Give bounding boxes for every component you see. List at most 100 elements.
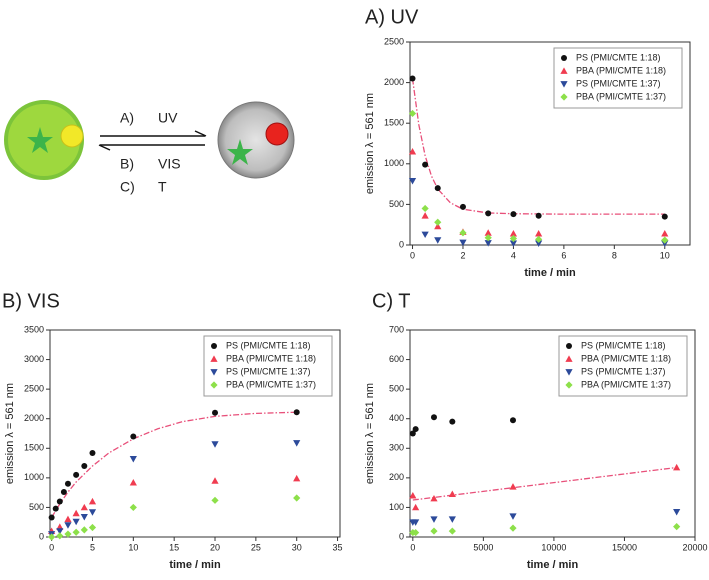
marker bbox=[80, 526, 88, 534]
y-tick-label: 1000 bbox=[384, 158, 404, 168]
marker bbox=[56, 532, 64, 540]
x-tick-label: 10000 bbox=[541, 542, 566, 552]
legend-label: PBA (PMI/CMTE 1:18) bbox=[576, 65, 666, 75]
marker bbox=[293, 474, 301, 482]
marker bbox=[484, 234, 492, 242]
marker bbox=[535, 212, 542, 219]
x-tick-label: 0 bbox=[410, 542, 415, 552]
step: A) bbox=[120, 110, 134, 126]
marker bbox=[509, 524, 517, 532]
marker bbox=[88, 497, 97, 505]
legend-box bbox=[203, 335, 333, 397]
marker bbox=[72, 518, 80, 526]
marker bbox=[430, 414, 437, 421]
schematic: A) UV B) VIS C) T bbox=[4, 100, 295, 195]
marker bbox=[430, 494, 438, 502]
chart-title: A) UV bbox=[365, 6, 419, 28]
legend-box bbox=[558, 335, 688, 397]
marker bbox=[88, 509, 97, 516]
marker bbox=[434, 218, 442, 226]
legend-label: PS (PMI/CMTE 1:18) bbox=[576, 52, 661, 62]
y-tick-label: 500 bbox=[29, 502, 44, 512]
marker bbox=[72, 528, 80, 536]
marker bbox=[421, 212, 429, 219]
dye-red bbox=[265, 122, 289, 146]
marker bbox=[408, 148, 417, 155]
legend-marker bbox=[210, 381, 218, 389]
legend-marker bbox=[560, 81, 568, 88]
y-axis-label: emission λ = 561 nm bbox=[364, 93, 376, 194]
marker bbox=[509, 240, 518, 247]
marker bbox=[422, 161, 429, 168]
legend-label: PS (PMI/CMTE 1:37) bbox=[581, 366, 666, 376]
y-tick-label: 2000 bbox=[384, 77, 404, 87]
marker bbox=[81, 463, 88, 470]
marker bbox=[448, 516, 456, 523]
y-tick-label: 2500 bbox=[24, 384, 44, 394]
x-tick-label: 5000 bbox=[473, 542, 493, 552]
legend-marker bbox=[560, 93, 568, 101]
x-axis-label: time / min bbox=[169, 559, 221, 571]
y-axis-label: emission λ = 561 nm bbox=[364, 383, 376, 484]
legend-label: PBA (PMI/CMTE 1:37) bbox=[576, 91, 666, 101]
marker bbox=[212, 409, 219, 416]
y-axis-label: emission λ = 561 nm bbox=[4, 383, 16, 484]
y-tick-label: 1500 bbox=[24, 443, 44, 453]
x-axis-label: time / min bbox=[524, 267, 576, 279]
fit-line bbox=[51, 411, 297, 518]
marker bbox=[293, 440, 301, 447]
marker bbox=[485, 210, 492, 217]
legend-label: PS (PMI/CMTE 1:37) bbox=[226, 366, 311, 376]
marker bbox=[211, 496, 219, 504]
marker bbox=[509, 483, 517, 490]
y-tick-label: 100 bbox=[389, 502, 404, 512]
marker bbox=[449, 418, 456, 425]
marker bbox=[64, 515, 72, 523]
marker bbox=[48, 514, 55, 521]
marker bbox=[211, 441, 219, 448]
marker bbox=[56, 498, 63, 505]
plot-frame bbox=[409, 41, 691, 246]
x-tick-label: 8 bbox=[612, 250, 617, 260]
marker bbox=[80, 514, 88, 521]
marker bbox=[673, 463, 681, 471]
marker bbox=[459, 239, 467, 247]
marker bbox=[412, 426, 419, 433]
y-tick-label: 0 bbox=[399, 239, 404, 249]
marker bbox=[409, 75, 416, 82]
marker bbox=[509, 230, 518, 237]
legend-box bbox=[553, 47, 683, 109]
fit-line bbox=[411, 78, 665, 215]
marker bbox=[412, 519, 420, 526]
stimulus: T bbox=[158, 179, 167, 195]
y-tick-label: 0 bbox=[399, 531, 404, 541]
y-tick-label: 0 bbox=[39, 531, 44, 541]
marker bbox=[661, 213, 668, 220]
y-tick-label: 400 bbox=[389, 413, 404, 423]
star bbox=[27, 127, 53, 153]
legend-marker bbox=[560, 67, 568, 74]
stimulus: VIS bbox=[158, 156, 181, 172]
x-tick-label: 25 bbox=[251, 542, 261, 552]
marker bbox=[434, 237, 442, 244]
marker bbox=[211, 477, 219, 484]
marker bbox=[129, 503, 137, 512]
y-tick-label: 200 bbox=[389, 472, 404, 482]
x-tick-label: 0 bbox=[410, 250, 415, 260]
marker bbox=[535, 235, 543, 243]
y-tick-label: 2000 bbox=[24, 413, 44, 423]
x-tick-label: 0 bbox=[49, 542, 54, 552]
marker bbox=[64, 480, 71, 487]
x-tick-label: 20 bbox=[210, 542, 220, 552]
y-tick-label: 600 bbox=[389, 354, 404, 364]
marker bbox=[661, 230, 669, 237]
y-tick-label: 3500 bbox=[24, 324, 44, 334]
marker bbox=[510, 211, 517, 218]
marker bbox=[80, 503, 88, 511]
legend-label: PBA (PMI/CMTE 1:18) bbox=[226, 353, 316, 363]
marker bbox=[535, 230, 543, 237]
marker bbox=[56, 528, 64, 535]
x-tick-label: 10 bbox=[660, 250, 670, 260]
marker bbox=[459, 203, 466, 210]
marker bbox=[409, 492, 417, 499]
